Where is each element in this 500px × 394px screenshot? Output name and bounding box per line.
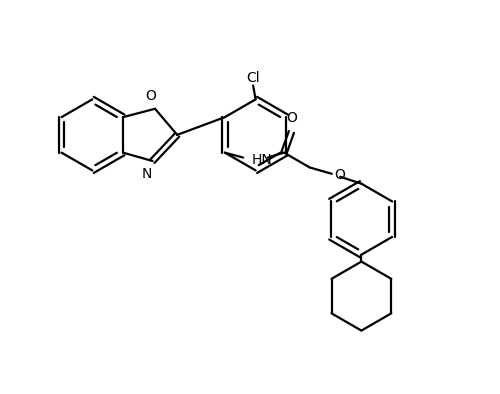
Text: O: O [334,168,345,182]
Text: Cl: Cl [246,71,260,85]
Text: N: N [142,167,152,181]
Text: O: O [146,89,156,103]
Text: HN: HN [252,153,272,167]
Text: O: O [286,111,297,125]
